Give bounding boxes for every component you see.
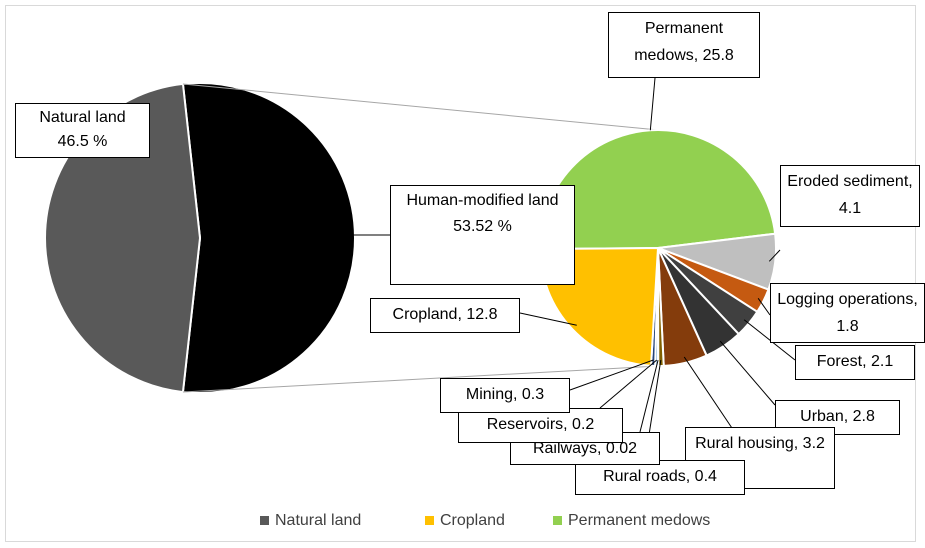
callout-line [719, 340, 776, 406]
connector-line [182, 365, 659, 393]
legend-swatch [553, 516, 562, 525]
label-name: Natural land [39, 109, 126, 126]
legend-label: Natural land [275, 512, 362, 529]
data-label: Forest, 2.1 [795, 345, 915, 380]
data-label: Eroded sediment, 4.1 [780, 165, 920, 227]
legend-item: Permanent medows [553, 512, 710, 530]
legend-item: Natural land [260, 512, 361, 530]
legend-swatch [260, 516, 269, 525]
connector-line [182, 83, 659, 131]
data-label: Mining, 0.3 [440, 378, 570, 413]
callout-line [519, 312, 577, 326]
pie-slice [539, 129, 777, 251]
label-text: Mining, 0.3 [465, 386, 545, 403]
pie-slice [181, 82, 356, 394]
data-label: Natural land 46.5 % [15, 103, 150, 158]
pie-slice [44, 82, 202, 394]
data-label: Human-modified land 53.52 % [390, 185, 575, 285]
legend-item: Cropland [425, 512, 505, 530]
label-text: Forest, 2.1 [816, 353, 894, 370]
data-label: Cropland, 12.8 [370, 298, 520, 333]
legend-label: Permanent medows [568, 512, 711, 529]
callout-line [649, 77, 656, 131]
label-text: Rural roads, 0.4 [603, 468, 717, 485]
label-value: 53.52 % [453, 218, 512, 235]
callout-line [639, 359, 659, 433]
label-text: Rural housing, 3.2 [695, 435, 825, 452]
callout-line [599, 359, 657, 409]
callout-line [757, 298, 771, 316]
callout-line [569, 359, 654, 391]
label-text: Eroded sediment, 4.1 [787, 173, 913, 217]
callout-line [683, 356, 741, 441]
label-text: Logging operations, 1.8 [777, 291, 918, 335]
data-label: Reservoirs, 0.2 [458, 408, 623, 443]
label-text: Permanent medows, 25.8 [634, 20, 734, 64]
label-text: Urban, 2.8 [800, 408, 875, 425]
label-value: 46.5 % [57, 133, 108, 150]
callout-line [743, 319, 796, 361]
data-label: Rural roads, 0.4 [575, 460, 745, 495]
callout-line [768, 249, 781, 262]
label-text: Reservoirs, 0.2 [486, 416, 595, 433]
chart-border [5, 5, 916, 542]
data-label: Permanent medows, 25.8 [608, 12, 760, 78]
label-text: Railways, 0.02 [532, 440, 638, 457]
legend-swatch [425, 516, 434, 525]
data-label: Logging operations, 1.8 [770, 283, 925, 343]
label-name: Human-modified land [406, 192, 559, 209]
legend-label: Cropland [440, 512, 505, 529]
label-text: Cropland, 12.8 [392, 306, 498, 323]
